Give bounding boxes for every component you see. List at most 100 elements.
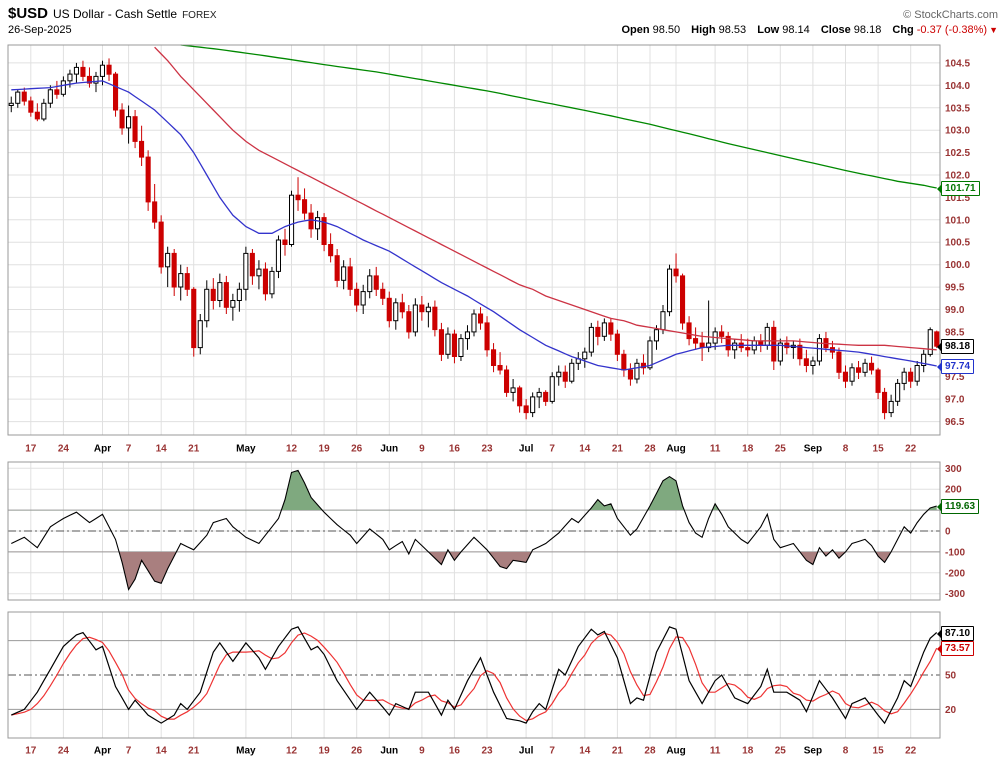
chart-date: 26-Sep-2025 xyxy=(8,24,72,36)
svg-text:Aug: Aug xyxy=(666,444,685,455)
svg-text:26: 26 xyxy=(351,444,363,455)
svg-text:200: 200 xyxy=(945,485,962,496)
svg-text:99.0: 99.0 xyxy=(945,305,965,316)
svg-text:Sep: Sep xyxy=(804,444,822,455)
svg-text:14: 14 xyxy=(156,746,168,757)
svg-text:20: 20 xyxy=(945,705,957,716)
chg-value: -0.37 (-0.38%) xyxy=(916,24,988,36)
svg-text:7: 7 xyxy=(549,444,555,455)
svg-text:Apr: Apr xyxy=(94,746,111,757)
svg-text:98.5: 98.5 xyxy=(945,327,965,338)
svg-text:12: 12 xyxy=(286,444,298,455)
symbol: $USD xyxy=(8,5,49,22)
svg-text:104.5: 104.5 xyxy=(945,58,970,69)
svg-text:100.5: 100.5 xyxy=(945,238,970,249)
svg-text:Sep: Sep xyxy=(804,746,822,757)
svg-text:19: 19 xyxy=(319,746,331,757)
ma-blue-value-tag: 97.74 xyxy=(936,359,975,374)
ma-green-value-tag: 101.71 xyxy=(937,181,980,196)
last-price-tag: 98.18 xyxy=(936,339,975,354)
oscillator-value-tag: 119.63 xyxy=(936,499,980,514)
chg-label: Chg xyxy=(892,24,914,36)
copyright: © StockCharts.com xyxy=(903,9,998,21)
svg-text:14: 14 xyxy=(579,746,591,757)
instrument-name: US Dollar - Cash Settle xyxy=(53,7,178,21)
svg-text:May: May xyxy=(236,444,256,455)
svg-text:22: 22 xyxy=(905,444,917,455)
svg-text:102.0: 102.0 xyxy=(945,171,970,182)
svg-text:25: 25 xyxy=(775,746,787,757)
svg-text:102.5: 102.5 xyxy=(945,148,970,159)
svg-text:18: 18 xyxy=(742,746,754,757)
svg-text:101.5: 101.5 xyxy=(945,193,970,204)
svg-text:21: 21 xyxy=(188,746,200,757)
svg-text:11: 11 xyxy=(710,746,721,757)
svg-text:15: 15 xyxy=(873,746,885,757)
svg-text:May: May xyxy=(236,746,256,757)
close-label: Close xyxy=(820,24,851,36)
svg-text:15: 15 xyxy=(873,444,885,455)
svg-text:23: 23 xyxy=(481,444,493,455)
svg-text:50: 50 xyxy=(945,671,957,682)
svg-text:8: 8 xyxy=(843,746,849,757)
svg-text:17: 17 xyxy=(25,444,37,455)
low-label: Low xyxy=(757,24,780,36)
svg-text:97.5: 97.5 xyxy=(945,372,965,383)
svg-text:7: 7 xyxy=(126,746,132,757)
low-value: 98.14 xyxy=(782,24,810,36)
svg-text:14: 14 xyxy=(579,444,591,455)
svg-text:Aug: Aug xyxy=(666,746,685,757)
svg-text:16: 16 xyxy=(449,444,461,455)
svg-text:-200: -200 xyxy=(945,568,965,579)
svg-text:-100: -100 xyxy=(945,547,965,558)
stochastic-k-value-tag: 87.10 xyxy=(936,626,975,641)
svg-text:12: 12 xyxy=(286,746,298,757)
svg-text:103.0: 103.0 xyxy=(945,126,970,137)
svg-text:16: 16 xyxy=(449,746,461,757)
high-label: High xyxy=(691,24,716,36)
svg-text:7: 7 xyxy=(126,444,132,455)
svg-text:97.0: 97.0 xyxy=(945,395,965,406)
svg-text:25: 25 xyxy=(775,444,787,455)
exchange: FOREX xyxy=(182,10,217,21)
svg-text:24: 24 xyxy=(58,444,70,455)
svg-text:8: 8 xyxy=(843,444,849,455)
svg-text:7: 7 xyxy=(549,746,555,757)
title-group: $USD US Dollar - Cash Settle FOREX xyxy=(8,5,217,22)
svg-text:Jun: Jun xyxy=(380,746,398,757)
high-value: 98.53 xyxy=(718,24,747,36)
svg-text:100.0: 100.0 xyxy=(945,260,970,271)
svg-text:Jun: Jun xyxy=(380,444,398,455)
svg-text:Jul: Jul xyxy=(519,746,534,757)
chart-header: $USD US Dollar - Cash Settle FOREX © Sto… xyxy=(0,0,1004,22)
svg-text:28: 28 xyxy=(644,444,656,455)
svg-text:Jul: Jul xyxy=(519,444,534,455)
svg-text:19: 19 xyxy=(319,444,331,455)
svg-text:21: 21 xyxy=(188,444,200,455)
open-label: Open xyxy=(621,24,650,36)
svg-text:Apr: Apr xyxy=(94,444,111,455)
stochastic-d-value-tag: 73.57 xyxy=(936,641,975,656)
svg-text:104.0: 104.0 xyxy=(945,81,970,92)
svg-text:21: 21 xyxy=(612,746,624,757)
svg-text:96.5: 96.5 xyxy=(945,417,965,428)
chg-down-triangle-icon: ▼ xyxy=(989,25,998,35)
svg-text:22: 22 xyxy=(905,746,917,757)
svg-text:101.0: 101.0 xyxy=(945,215,970,226)
svg-text:26: 26 xyxy=(351,746,363,757)
svg-text:99.5: 99.5 xyxy=(945,283,965,294)
svg-text:24: 24 xyxy=(58,746,70,757)
close-value: 98.18 xyxy=(853,24,882,36)
svg-text:9: 9 xyxy=(419,746,425,757)
open-value: 98.50 xyxy=(652,24,681,36)
chart-subheader: 26-Sep-2025 Open 98.50 High 98.53 Low 98.14… xyxy=(0,22,1004,36)
svg-text:9: 9 xyxy=(419,444,425,455)
svg-text:11: 11 xyxy=(710,444,721,455)
svg-text:0: 0 xyxy=(945,527,951,538)
quote-line: Open 98.50 High 98.53 Low 98.14 Close 98.18 … xyxy=(621,24,998,36)
svg-text:23: 23 xyxy=(481,746,493,757)
svg-text:18: 18 xyxy=(742,444,754,455)
svg-text:14: 14 xyxy=(156,444,168,455)
